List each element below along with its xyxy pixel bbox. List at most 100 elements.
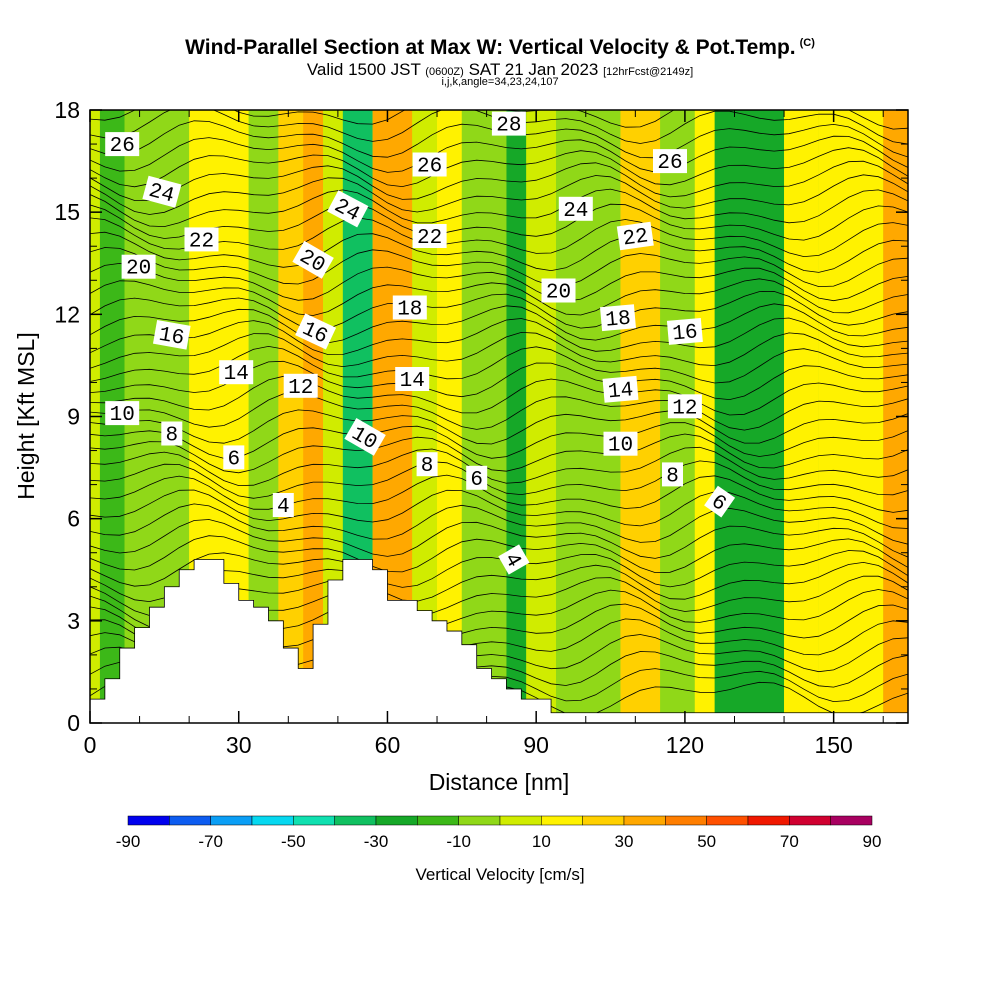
colorbar-swatch xyxy=(582,815,625,826)
contour-label-text: 6 xyxy=(470,469,483,492)
isentrope-line xyxy=(90,446,908,487)
contour-label-box xyxy=(219,360,254,385)
colorbar-swatch xyxy=(375,815,418,826)
contour-label-box xyxy=(412,152,447,177)
contour-label-text: 22 xyxy=(622,225,650,251)
contour-label: 14 xyxy=(602,375,639,404)
contour-label-text: 10 xyxy=(608,435,633,458)
contour-label-box xyxy=(498,544,530,575)
contour-label: 18 xyxy=(600,304,636,333)
isentrope-line xyxy=(90,278,908,316)
isentrope-line xyxy=(90,561,908,603)
valid-prefix: Valid 1500 JST xyxy=(306,60,421,79)
contour-label-text: 26 xyxy=(657,152,682,175)
colorbar-swatch xyxy=(210,815,253,826)
isentrope-line xyxy=(90,203,908,241)
contour-label: 28 xyxy=(491,111,526,138)
contour-label: 22 xyxy=(412,224,447,250)
x-tick-label: 0 xyxy=(84,732,97,758)
colorbar-tick-label: -70 xyxy=(198,832,223,851)
contour-label-text: 26 xyxy=(417,156,442,179)
y-tick-label: 15 xyxy=(54,199,80,225)
colorbar-swatch xyxy=(127,815,170,826)
isentrope-line xyxy=(90,474,908,513)
copyright-mark: (C) xyxy=(799,37,815,49)
contour-label: 10 xyxy=(105,401,140,427)
colorbar-tick-label: 30 xyxy=(615,832,634,851)
contour-label-box xyxy=(392,295,427,320)
velocity-band xyxy=(818,110,884,723)
isentrope-line xyxy=(90,392,908,431)
isentrope-line xyxy=(90,188,908,228)
contour-label: 14 xyxy=(395,367,430,393)
contour-label: 22 xyxy=(184,227,219,253)
isentrope-line xyxy=(90,262,908,302)
contour-label-box xyxy=(491,111,526,136)
terrain xyxy=(90,559,908,723)
contour-label: 4 xyxy=(498,544,530,575)
valid-date: SAT 21 Jan 2023 xyxy=(468,60,599,79)
isentrope-line xyxy=(90,147,908,188)
contour-label: 8 xyxy=(416,452,438,478)
contour-label-text: 4 xyxy=(277,496,290,519)
contour-label: 12 xyxy=(283,373,318,400)
contour-label-box xyxy=(412,224,447,248)
colorbar-swatch xyxy=(251,815,294,826)
contour-label-box xyxy=(105,132,140,157)
contour-label: 20 xyxy=(541,278,576,305)
isentrope-line xyxy=(90,535,908,574)
contour-label-text: 22 xyxy=(189,230,214,253)
isentrope-line xyxy=(90,303,908,344)
colorbar-label: Vertical Velocity [cm/s] xyxy=(415,865,584,884)
y-tick-label: 6 xyxy=(67,506,80,532)
contour-label-text: 8 xyxy=(165,425,178,448)
contour-label-text: 12 xyxy=(672,397,697,420)
isentrope-line xyxy=(90,217,908,258)
contour-label-box xyxy=(152,320,191,350)
contour-label-box xyxy=(184,227,219,252)
contour-label-box xyxy=(541,278,576,303)
contour-label-text: 16 xyxy=(672,321,699,346)
contour-label-box xyxy=(161,421,183,446)
contour-label-text: 20 xyxy=(546,282,571,305)
colorbar-tick-label: 50 xyxy=(697,832,716,851)
y-tick-label: 0 xyxy=(67,710,80,736)
contour-label-text: 16 xyxy=(157,324,186,351)
contour-label-text: 22 xyxy=(417,227,442,250)
contour-label: 20 xyxy=(121,254,156,281)
chart-title: Wind-Parallel Section at Max W: Vertical… xyxy=(0,36,1000,60)
x-tick-label: 120 xyxy=(666,732,704,758)
x-tick-label: 90 xyxy=(523,732,549,758)
contour-label: 6 xyxy=(223,445,245,471)
contour-label-box xyxy=(105,401,140,426)
valid-utc: (0600Z) xyxy=(425,66,464,78)
contour-label-box xyxy=(704,485,736,518)
isentrope-line xyxy=(90,174,908,215)
colorbar-swatch xyxy=(499,815,542,826)
colorbar-swatch xyxy=(665,815,707,826)
y-axis-label: Height [Kft MSL] xyxy=(13,332,39,499)
contour-label: 22 xyxy=(616,221,654,252)
contour-label-box xyxy=(466,465,488,490)
isentrope-line xyxy=(90,160,908,201)
contour-label-box xyxy=(558,196,593,221)
contour-label-text: 12 xyxy=(288,377,313,400)
colorbar-tick-label: -30 xyxy=(364,832,389,851)
colorbar-tick-label: -50 xyxy=(281,832,306,851)
contour-label-text: 24 xyxy=(563,200,588,223)
colorbar-swatch xyxy=(789,815,831,826)
contour-label-box xyxy=(283,373,318,398)
isentrope-line xyxy=(90,231,908,273)
contour-label-box xyxy=(327,190,369,228)
contour-label-box xyxy=(395,367,430,391)
contour-label-text: 28 xyxy=(496,115,521,138)
isentrope-line xyxy=(90,331,908,369)
contour-label-box xyxy=(603,431,638,456)
contour-label-box xyxy=(223,445,245,470)
colorbar-swatch xyxy=(706,815,749,826)
contour-label-text: 8 xyxy=(666,465,679,488)
title-text: Wind-Parallel Section at Max W: Vertical… xyxy=(185,36,796,59)
contour-label: 26 xyxy=(105,132,140,158)
contour-label-text: 14 xyxy=(607,379,634,404)
